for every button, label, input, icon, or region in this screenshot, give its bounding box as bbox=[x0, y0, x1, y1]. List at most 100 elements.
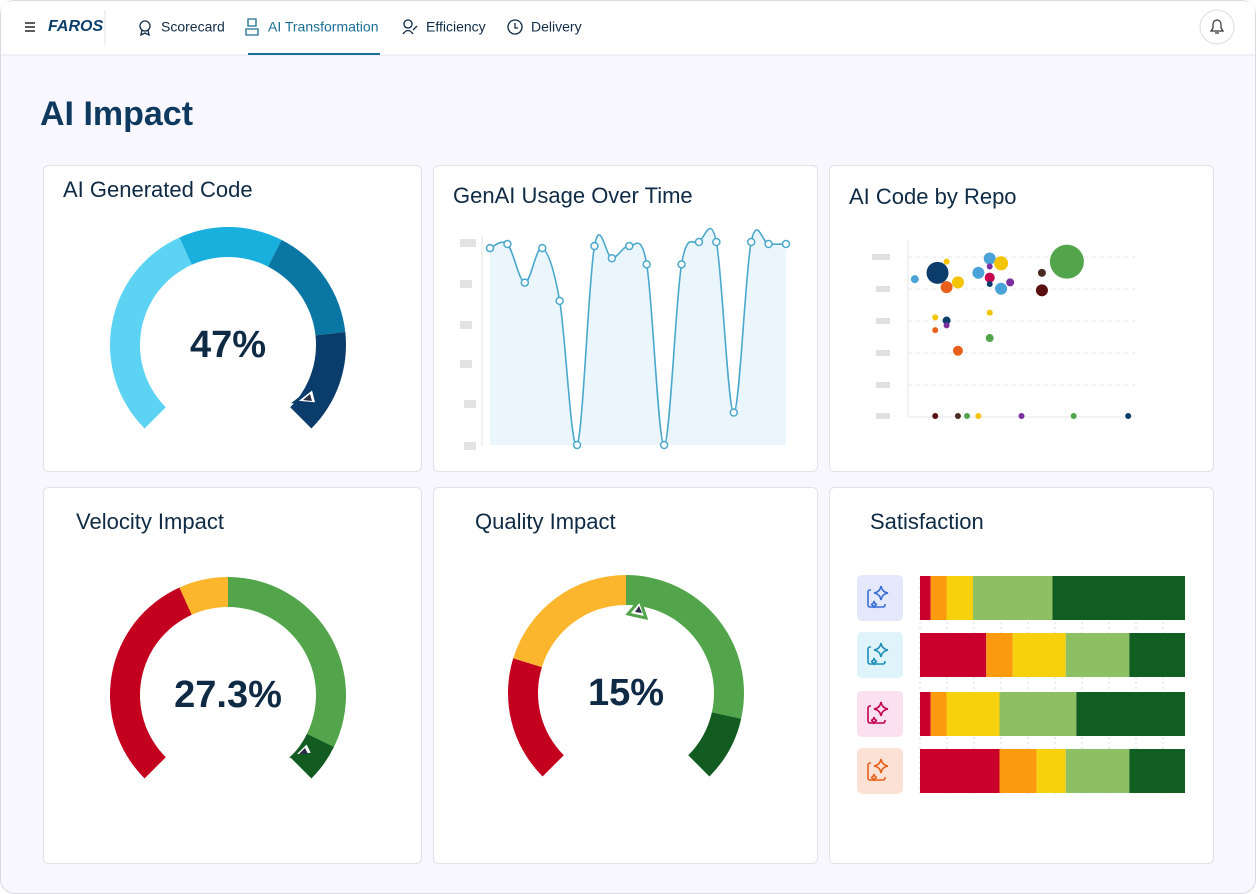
bubble bbox=[984, 272, 995, 283]
gauge-band bbox=[513, 575, 626, 668]
bar-segment bbox=[1065, 633, 1130, 677]
page-title: AI Impact bbox=[40, 95, 193, 133]
axis-label-placeholder bbox=[464, 400, 476, 408]
bar-segment bbox=[1012, 633, 1066, 677]
card-title: Velocity Impact bbox=[76, 509, 224, 534]
bubble bbox=[926, 261, 949, 284]
nav-item[interactable]: Delivery bbox=[531, 19, 582, 35]
line-point bbox=[537, 243, 547, 253]
line-point bbox=[503, 239, 512, 249]
gauge-band bbox=[267, 239, 346, 336]
axis-label-placeholder bbox=[460, 321, 472, 329]
bubble bbox=[940, 281, 953, 294]
gauge-pointer-inner bbox=[635, 606, 642, 613]
bar-segment bbox=[920, 749, 1000, 793]
gauge-pointer-inner bbox=[303, 394, 312, 401]
nav-item[interactable]: AI Transformation bbox=[268, 19, 379, 35]
bubble bbox=[1006, 278, 1015, 287]
bubble bbox=[932, 327, 939, 334]
bar-segment bbox=[1052, 576, 1185, 620]
card-background bbox=[829, 165, 1214, 472]
bar-segment bbox=[999, 692, 1077, 736]
gauge-pointer bbox=[288, 739, 316, 758]
card-background bbox=[433, 487, 818, 864]
card-title: AI Generated Code bbox=[63, 177, 253, 202]
nav-icon bbox=[245, 18, 259, 36]
bell-icon bbox=[1209, 19, 1225, 34]
line-point bbox=[485, 243, 495, 253]
bar-segment bbox=[930, 692, 947, 736]
card-title: Quality Impact bbox=[475, 509, 616, 534]
gauge-value: 15% bbox=[588, 672, 664, 714]
nav-icon bbox=[402, 19, 418, 35]
card-title: AI Code by Repo bbox=[849, 184, 1017, 209]
bar-segment bbox=[1036, 749, 1066, 793]
card-title: GenAI Usage Over Time bbox=[453, 183, 693, 208]
bar-segment bbox=[946, 692, 1000, 736]
line-point bbox=[642, 260, 651, 269]
nav-icon bbox=[507, 19, 523, 35]
card-background bbox=[43, 165, 422, 472]
gauge-band bbox=[179, 577, 228, 615]
nav-item[interactable]: Efficiency bbox=[426, 19, 486, 35]
logo[interactable]: FAROS bbox=[48, 18, 103, 35]
bar-segment bbox=[986, 633, 1013, 677]
bubble bbox=[972, 266, 985, 279]
bubble bbox=[986, 309, 993, 316]
bubble bbox=[985, 334, 994, 343]
gauge-band bbox=[290, 332, 346, 429]
bubble bbox=[983, 252, 996, 265]
card: GenAI Usage Over Time bbox=[433, 165, 818, 472]
nav-item[interactable]: Scorecard bbox=[161, 19, 225, 35]
axis-label-placeholder bbox=[460, 360, 472, 368]
card: Quality Impact 15% bbox=[433, 487, 818, 864]
line-point bbox=[764, 239, 773, 249]
bubble bbox=[951, 276, 964, 289]
bubble bbox=[1070, 413, 1077, 419]
gauge-band bbox=[290, 733, 334, 779]
bubble bbox=[995, 282, 1008, 295]
gauge-band bbox=[688, 712, 742, 777]
nav-icon bbox=[139, 20, 151, 37]
gauge-band bbox=[110, 587, 192, 779]
gauge-value: 47% bbox=[190, 324, 266, 366]
bubble bbox=[994, 256, 1009, 271]
gauge-band bbox=[228, 577, 346, 747]
gauge-pointer-inner bbox=[299, 748, 308, 754]
menu-button[interactable] bbox=[25, 22, 35, 32]
axis-label-placeholder bbox=[876, 286, 890, 292]
gauge-band bbox=[626, 575, 744, 719]
sparkle-icon bbox=[867, 758, 889, 782]
gauge-band bbox=[179, 226, 282, 267]
gauge-value: 27.3% bbox=[174, 674, 282, 716]
axis-label-placeholder bbox=[876, 350, 890, 356]
bubble bbox=[932, 413, 939, 419]
cards: AI Generated Code 47% GenAI Usage Over Tim… bbox=[43, 165, 1214, 864]
notifications-button[interactable] bbox=[1199, 9, 1235, 45]
line-point bbox=[520, 278, 530, 287]
line-point bbox=[746, 237, 756, 247]
bubble bbox=[975, 413, 982, 419]
line-point bbox=[625, 241, 634, 251]
bar-segment bbox=[920, 576, 931, 620]
bubble bbox=[986, 280, 993, 287]
bubble bbox=[943, 258, 950, 265]
bubble bbox=[1049, 244, 1084, 279]
sparkle-icon bbox=[867, 701, 889, 725]
bubble bbox=[1018, 413, 1025, 419]
gauge-band bbox=[508, 658, 564, 777]
axis-label-placeholder bbox=[460, 280, 472, 288]
axis-label-placeholder bbox=[876, 413, 890, 419]
axis-label-placeholder bbox=[876, 318, 890, 324]
bubble bbox=[932, 314, 939, 321]
line-point bbox=[694, 237, 704, 247]
bubble bbox=[1035, 284, 1048, 297]
bubble bbox=[943, 322, 950, 329]
card: AI Code by Repo bbox=[829, 165, 1214, 472]
line-point bbox=[659, 440, 669, 450]
line-point bbox=[712, 237, 721, 247]
line-point bbox=[572, 440, 582, 450]
line-point bbox=[590, 241, 599, 251]
bar-segment bbox=[1129, 749, 1185, 793]
bar-segment bbox=[920, 633, 987, 677]
